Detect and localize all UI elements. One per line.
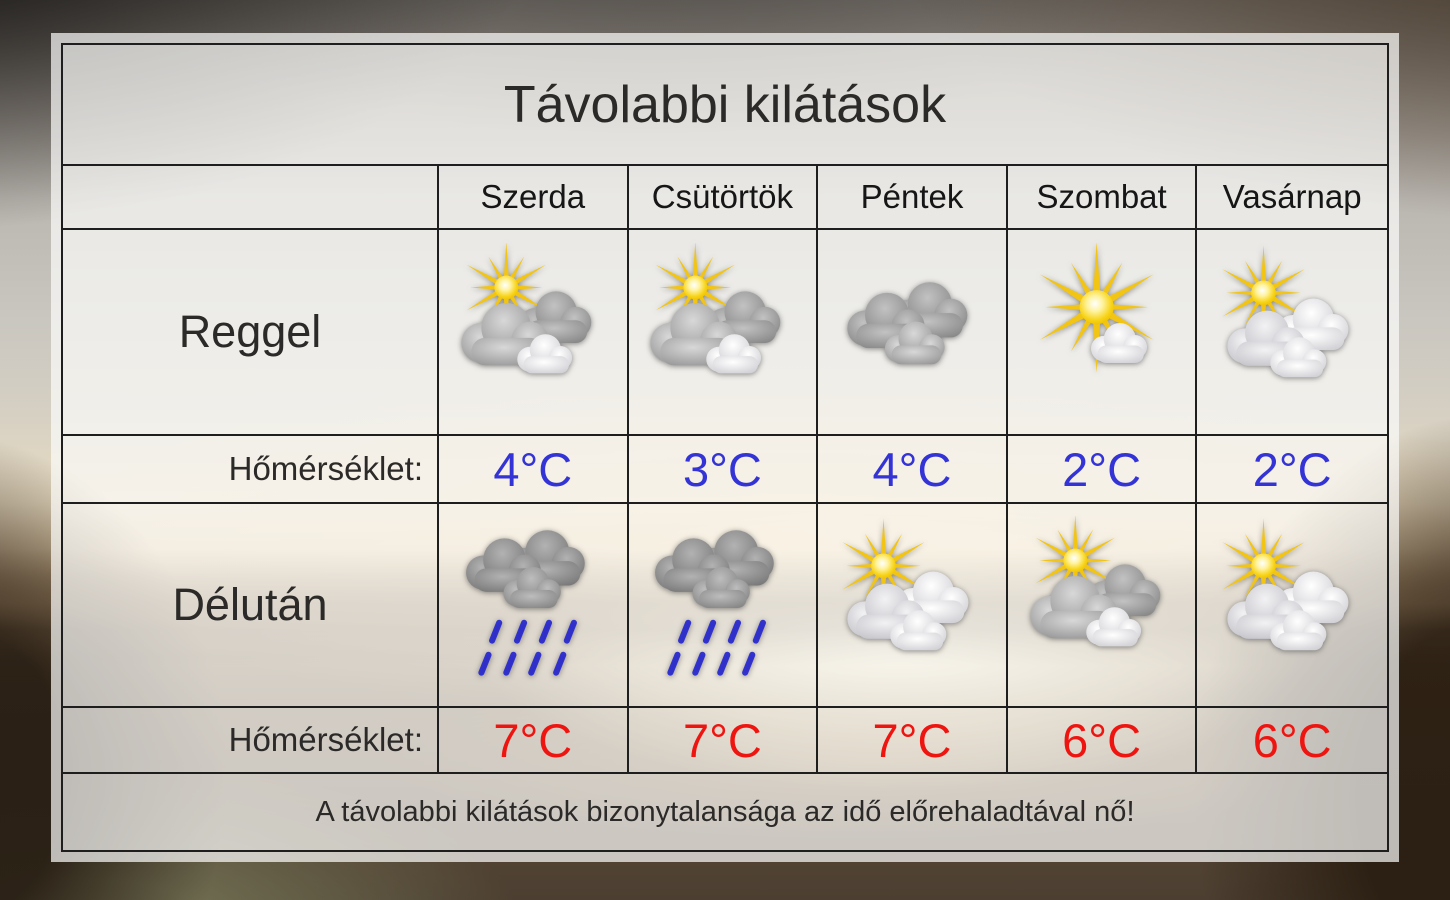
temp-afternoon-szerda: 7°C (439, 708, 629, 774)
temp-morning-pentek: 4°C (818, 436, 1008, 504)
rain-clouds-icon (444, 516, 622, 694)
weather-cell (818, 230, 1008, 436)
sun-gray-clouds-icon (444, 243, 622, 421)
corner-empty-cell (63, 166, 439, 230)
temp-morning-szerda: 4°C (439, 436, 629, 504)
sun-gray-clouds-icon (633, 243, 811, 421)
row-label-afternoon: Délután (63, 504, 439, 708)
forecast-table: Távolabbi kilátások Szerda Csütörtök Pén… (61, 43, 1389, 852)
rain-clouds-icon (633, 516, 811, 694)
temp-morning-csutortok: 3°C (628, 436, 819, 504)
sun-small-cloud-icon (1013, 243, 1191, 421)
weather-cell (1007, 504, 1198, 708)
temp-afternoon-szombat: 6°C (1007, 708, 1198, 774)
weather-cell (628, 504, 819, 708)
temp-afternoon-csutortok: 7°C (628, 708, 819, 774)
weather-cell (1007, 230, 1198, 436)
temp-afternoon-vasarnap: 6°C (1197, 708, 1387, 774)
temp-morning-vasarnap: 2°C (1197, 436, 1387, 504)
day-header-szombat: Szombat (1007, 166, 1198, 230)
sun-white-clouds-icon (1203, 243, 1381, 421)
page-title: Távolabbi kilátások (63, 45, 1387, 166)
day-header-vasarnap: Vasárnap (1197, 166, 1387, 230)
sun-white-clouds-icon (1203, 516, 1381, 694)
temperature-label-morning: Hőmérséklet: (63, 436, 439, 504)
weather-cell (628, 230, 819, 436)
day-header-szerda: Szerda (439, 166, 629, 230)
weather-cell (439, 230, 629, 436)
forecast-panel: Távolabbi kilátások Szerda Csütörtök Pén… (51, 33, 1399, 862)
day-header-pentek: Péntek (818, 166, 1008, 230)
temp-morning-szombat: 2°C (1007, 436, 1198, 504)
sun-white-clouds-icon (823, 516, 1001, 694)
sun-gray-clouds-icon (1013, 516, 1191, 694)
footer-note: A távolabbi kilátások bizonytalansága az… (315, 795, 1135, 828)
weather-cell (1197, 504, 1387, 708)
gray-clouds-icon (823, 243, 1001, 421)
temp-afternoon-pentek: 7°C (818, 708, 1008, 774)
temperature-label-afternoon: Hőmérséklet: (63, 708, 439, 774)
day-header-csutortok: Csütörtök (628, 166, 819, 230)
weather-cell (818, 504, 1008, 708)
row-label-morning: Reggel (63, 230, 439, 436)
weather-cell (439, 504, 629, 708)
weather-cell (1197, 230, 1387, 436)
